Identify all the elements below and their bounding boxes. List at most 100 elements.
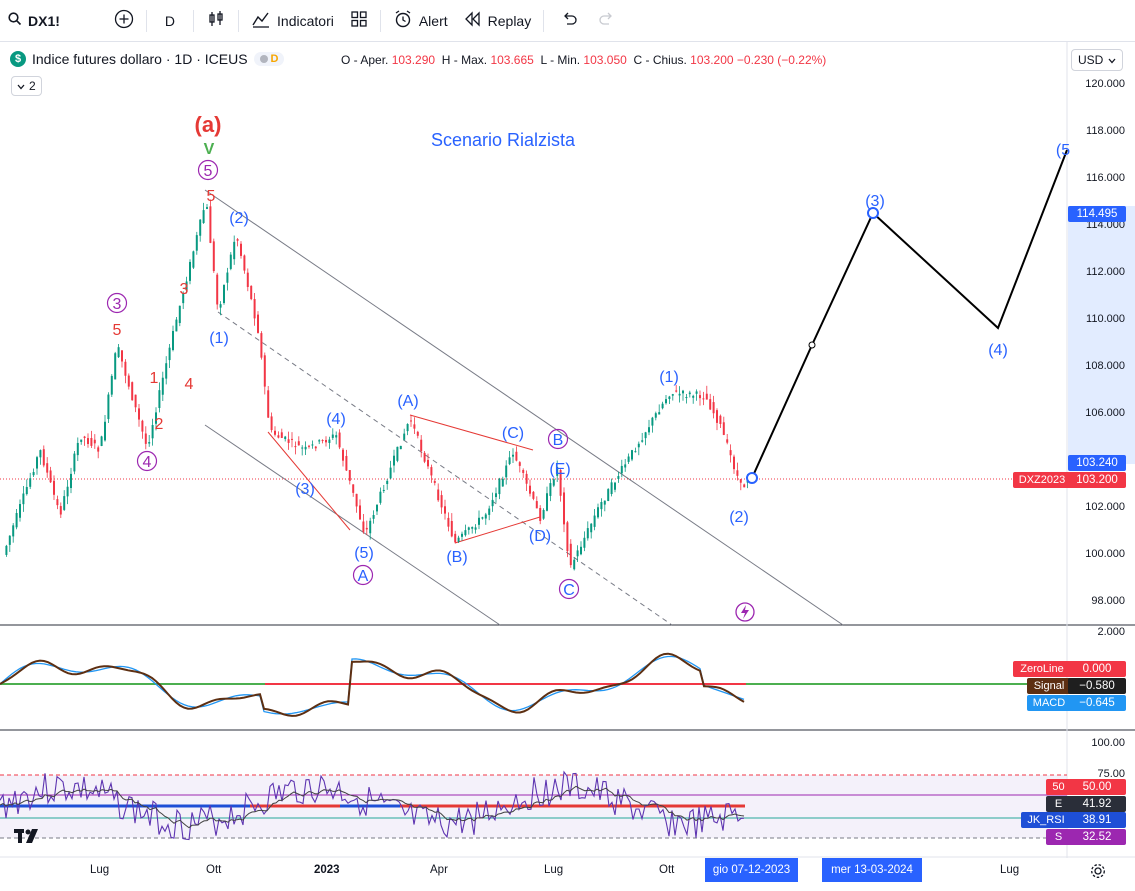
wave-label[interactable]: (1) [209, 330, 229, 347]
candle-body [641, 440, 644, 442]
price-axis-label: 102.000 [1085, 501, 1125, 513]
projection-midpoint[interactable] [808, 341, 816, 349]
wave-label[interactable]: (D) [529, 528, 551, 545]
redo-button[interactable] [590, 5, 624, 37]
candle-body [416, 431, 419, 436]
price-tag-cursor: 103.240 [1068, 455, 1126, 471]
candle-body [121, 350, 123, 362]
scenario-title[interactable]: Scenario Rialzista [431, 130, 576, 150]
candle-body [90, 438, 93, 446]
wave-label[interactable]: (4) [988, 342, 1008, 359]
candle-body [29, 478, 32, 487]
wave-label[interactable]: 5 [204, 163, 213, 180]
indicators-collapse-button[interactable]: 2 [11, 76, 42, 96]
candle-body [512, 454, 514, 457]
status-badge[interactable]: D [253, 52, 285, 66]
triangle-upper-line[interactable] [409, 414, 534, 451]
rsi-s-value: 32.52 [1068, 829, 1126, 845]
candle-body [127, 375, 130, 387]
projection-start-point[interactable] [746, 472, 758, 484]
compare-symbol-button[interactable] [106, 5, 142, 37]
candle-body [631, 450, 633, 460]
wave-label[interactable]: (3) [295, 481, 315, 498]
chart-type-button[interactable] [198, 5, 234, 37]
candle-body [25, 487, 28, 495]
candle-body [49, 470, 52, 483]
wave-label[interactable]: 5 [207, 188, 216, 205]
wave-label[interactable]: 3 [113, 296, 122, 313]
candle-body [532, 491, 535, 499]
replay-button[interactable]: Replay [456, 5, 540, 37]
wave-label[interactable]: (a) [195, 112, 222, 137]
signal-value: −0.580 [1068, 678, 1126, 694]
candle-body [590, 523, 593, 533]
candle-body [284, 436, 287, 440]
wave-label[interactable]: (2) [229, 210, 249, 227]
projection-wave3-point[interactable] [867, 207, 879, 219]
candle-body [522, 469, 525, 473]
candle-body [280, 432, 283, 438]
wave-label[interactable]: 5 [113, 322, 122, 339]
candle-body [423, 452, 426, 462]
candle-body [518, 462, 521, 466]
layouts-button[interactable] [342, 5, 376, 37]
indicators-button[interactable]: Indicatori [243, 5, 342, 37]
wave-label[interactable]: (B) [446, 549, 467, 566]
undo-button[interactable] [548, 5, 590, 37]
channel-upper-line[interactable] [204, 189, 844, 626]
settings-gear-icon[interactable] [1090, 863, 1106, 883]
signal-line [0, 652, 745, 717]
chart-canvas[interactable]: (a) V 5 5 (2) 3 5 3 1 4 2 4 (1) (4) (A) … [0, 42, 1135, 891]
candle-body [182, 293, 185, 304]
candle-body [610, 482, 613, 495]
wave-label[interactable]: (A) [397, 393, 418, 410]
candle-body [141, 420, 144, 432]
candle-body [39, 450, 42, 458]
candle-body [617, 476, 620, 479]
candle-body [624, 464, 627, 468]
wave-label[interactable]: A [358, 568, 369, 585]
candle-body [614, 482, 616, 490]
wave-label[interactable]: 4 [185, 376, 194, 393]
wave-label[interactable]: (5) [354, 545, 374, 562]
wave-label[interactable]: 2 [155, 416, 164, 433]
candle-body [226, 272, 229, 283]
close-label: C - Chius. [633, 53, 687, 67]
candle-body [104, 421, 106, 441]
alert-button[interactable]: Alert [385, 5, 456, 37]
wave-label[interactable]: V [204, 141, 215, 158]
rewind-icon [464, 11, 482, 30]
candle-body [661, 403, 664, 409]
interval-button[interactable]: D [151, 5, 189, 37]
wave-label[interactable]: (C) [502, 425, 524, 442]
candle-body [229, 254, 232, 269]
wave-label[interactable]: C [563, 582, 575, 599]
symbol-search[interactable]: DX1! [0, 5, 68, 37]
wave-label[interactable]: 1 [150, 370, 159, 387]
wave-label[interactable]: (1) [659, 369, 679, 386]
collapsed-indicator-count: 2 [29, 79, 36, 93]
wedge-line[interactable] [267, 431, 351, 531]
symbol-legend[interactable]: $ Indice futures dollaro · 1D · ICEUS D [10, 51, 285, 67]
candle-body [212, 241, 215, 272]
candle-body [338, 432, 341, 448]
zeroline-label: ZeroLine [1013, 661, 1071, 677]
candle-body [597, 507, 599, 518]
triangle-lower-line[interactable] [454, 516, 541, 544]
wave-label[interactable]: (E) [549, 461, 570, 478]
channel-mid-line[interactable] [217, 311, 673, 626]
candle-body [124, 361, 127, 376]
candle-body [365, 527, 368, 530]
candle-body [600, 502, 603, 510]
wave-label[interactable]: (3) [865, 193, 885, 210]
wave-label[interactable]: (2) [729, 509, 749, 526]
currency-button[interactable]: USD [1071, 49, 1123, 71]
candle-body [148, 442, 151, 444]
wave-label[interactable]: 4 [143, 454, 152, 471]
channel-lower-line[interactable] [204, 424, 501, 626]
wave-label[interactable]: B [553, 432, 564, 449]
candle-body [304, 446, 307, 450]
wave-label[interactable]: (5 [1056, 142, 1070, 159]
wave-label[interactable]: 3 [180, 281, 189, 298]
wave-label[interactable]: (4) [326, 411, 346, 428]
